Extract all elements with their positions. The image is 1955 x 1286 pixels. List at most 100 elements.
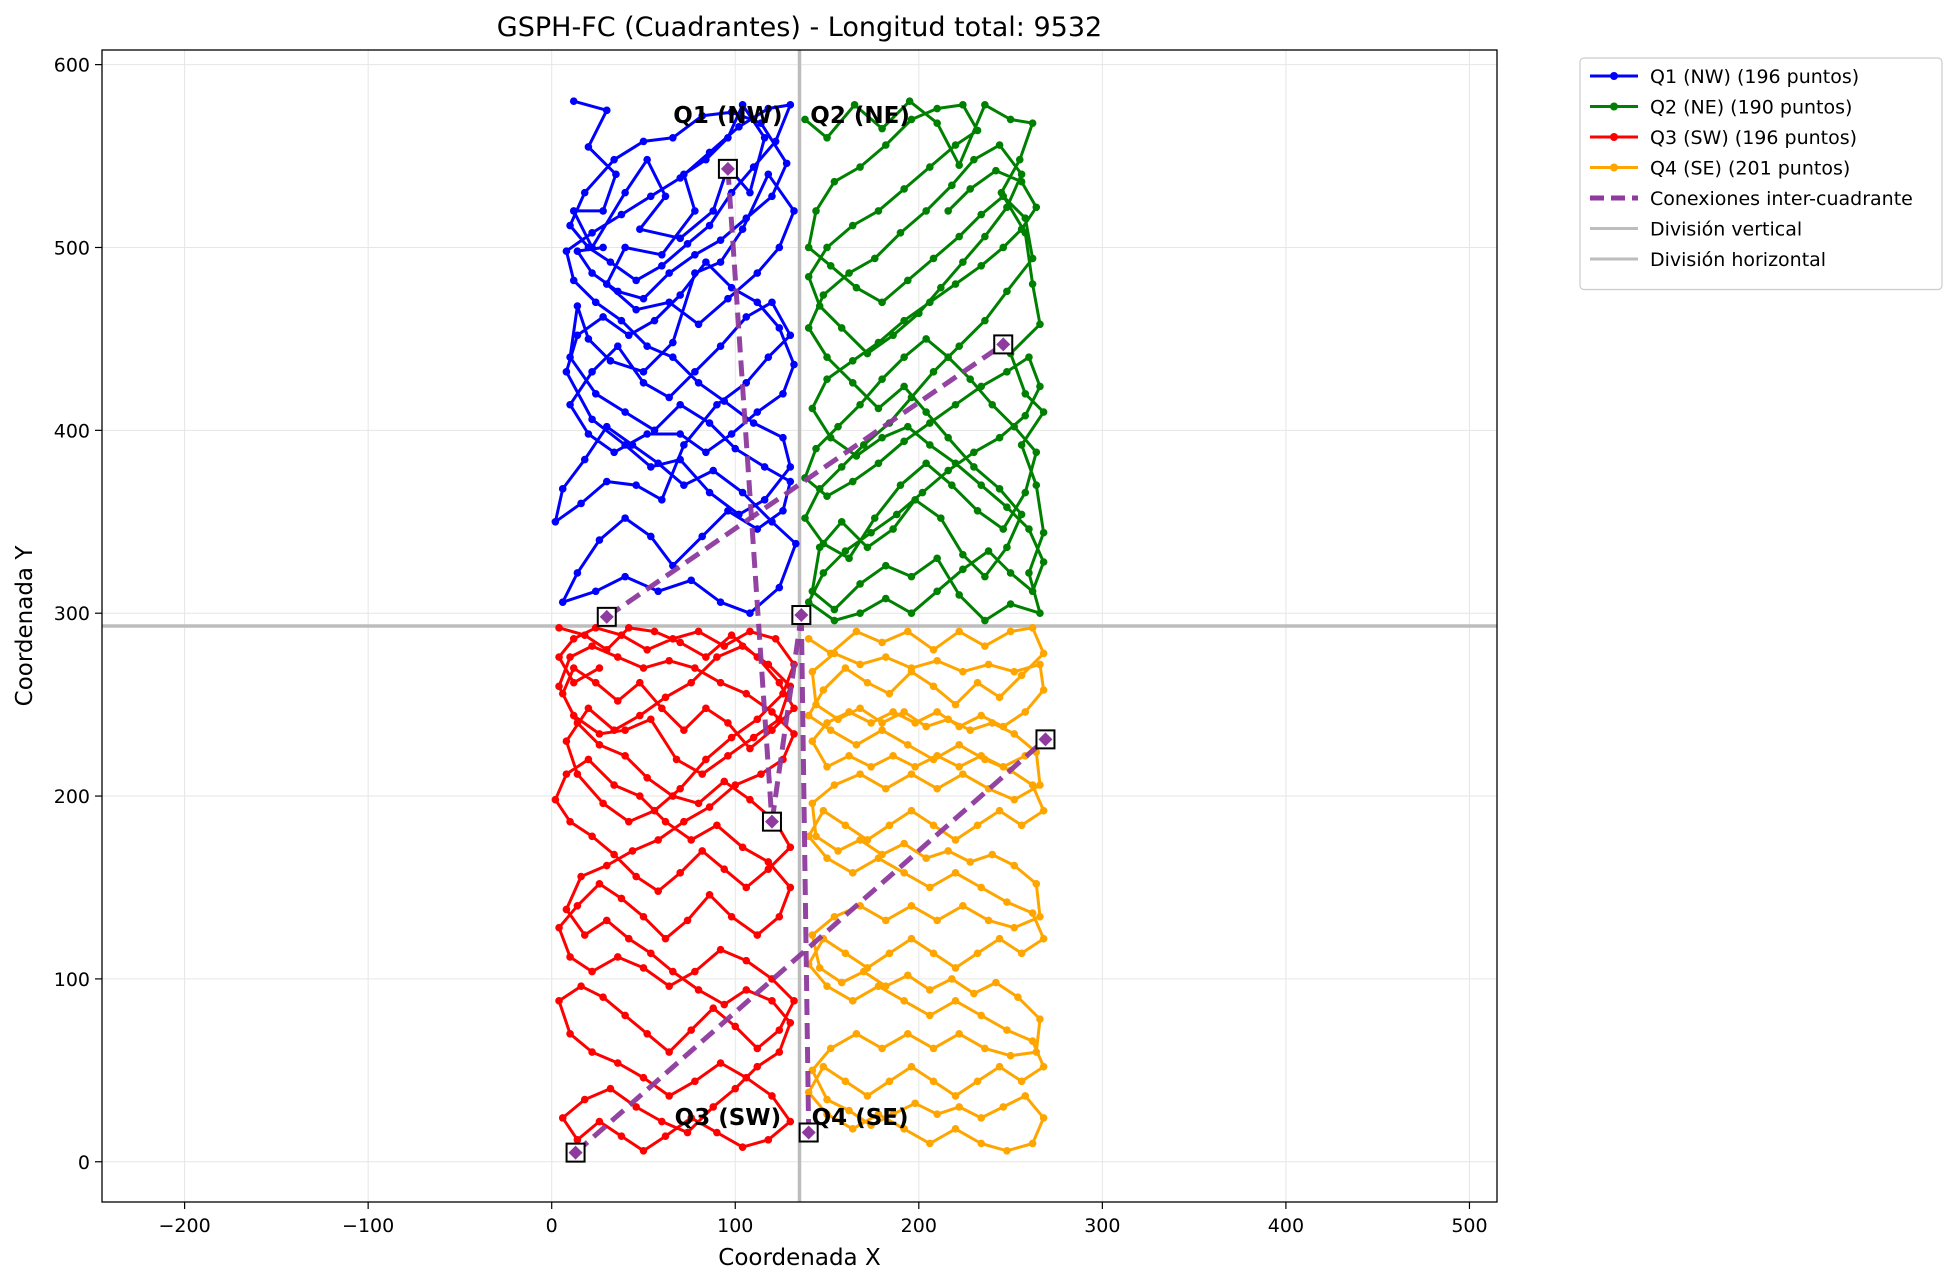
data-point [926,163,934,171]
data-point [606,1084,615,1093]
data-point [786,477,795,486]
data-point [621,514,629,522]
connection-segment [573,737,1048,1155]
data-point [738,488,747,497]
data-point [650,627,659,636]
endpoint-diamond [801,1125,816,1140]
data-point [566,653,574,661]
data-point [1010,667,1019,676]
data-point [992,166,1000,175]
data-point [705,803,714,811]
data-point [874,404,883,413]
data-point [1017,177,1026,186]
data-point [617,631,626,639]
data-point [907,572,916,581]
data-point [823,353,831,362]
data-point [566,353,574,362]
data-point [632,872,640,881]
quadrant-label-q3-sw: Q3 (SW) [675,1105,782,1131]
data-point [647,949,655,958]
data-point [643,645,651,654]
data-point [951,1125,960,1133]
data-point [720,397,729,405]
data-point [632,305,640,314]
data-point [900,1125,908,1133]
data-point [801,115,809,124]
data-point [779,389,787,398]
data-point [977,261,986,270]
data-point [1028,624,1037,632]
data-point [636,711,644,720]
plot-data: Q1 (NW) Q2 (NE) Q3 (SW) Q4 (SE) [102,50,1497,1202]
data-point [852,741,861,749]
quadrant-label-q1-nw: Q1 (NW) [673,103,782,129]
data-point [691,664,699,672]
data-point [709,1103,718,1111]
data-point [588,1048,596,1056]
data-point [558,485,567,493]
data-point [929,1077,938,1086]
data-point [1017,1077,1026,1086]
data-point [768,192,776,201]
endpoint-diamond [1038,732,1053,747]
data-point [1039,558,1048,566]
data-point [716,342,725,351]
data-point [870,514,879,522]
data-point [852,1029,861,1038]
data-point [1025,353,1033,362]
data-point [926,1139,934,1148]
data-point [621,1011,629,1020]
data-point [680,441,688,449]
legend-entry: División vertical [1590,219,1802,241]
data-point [591,587,600,596]
data-point [819,291,828,299]
data-point [878,433,886,442]
data-point [981,316,989,325]
data-point [856,580,864,588]
data-point [1036,320,1044,329]
data-point [665,393,673,402]
data-point [698,847,707,855]
data-point [577,982,585,991]
data-point [896,481,905,490]
data-point [577,499,585,508]
data-point [900,839,908,848]
endpoint-diamond [794,608,809,623]
data-point [580,455,589,464]
data-point [823,763,831,771]
data-point [808,667,817,676]
data-point [650,426,659,435]
data-point [610,155,618,164]
data-point [639,1073,648,1082]
data-point [716,678,725,687]
data-point [610,781,618,789]
data-point [830,616,839,625]
data-point [602,280,611,288]
data-point [999,192,1008,201]
data-point [731,444,740,453]
data-point [621,752,629,760]
data-point [1028,1139,1037,1148]
data-point [815,302,824,310]
data-point [720,642,729,650]
data-point [823,854,831,863]
data-point [555,997,563,1005]
y-axis-label: Coordenada Y [12,545,38,707]
data-point [852,283,861,292]
data-point [845,269,853,277]
data-point [903,422,912,431]
data-point [1039,1062,1048,1071]
data-point [955,161,963,169]
data-point [856,163,864,171]
data-point [786,1117,795,1126]
data-point [680,481,688,490]
data-point [955,763,963,771]
data-point [900,869,908,877]
data-point [792,539,800,548]
data-point [878,1044,886,1053]
data-point [837,463,846,471]
legend-entry: Q3 (SW) (196 puntos) [1590,127,1857,149]
data-point [720,865,729,873]
data-point [658,251,666,259]
data-point [731,1084,740,1093]
